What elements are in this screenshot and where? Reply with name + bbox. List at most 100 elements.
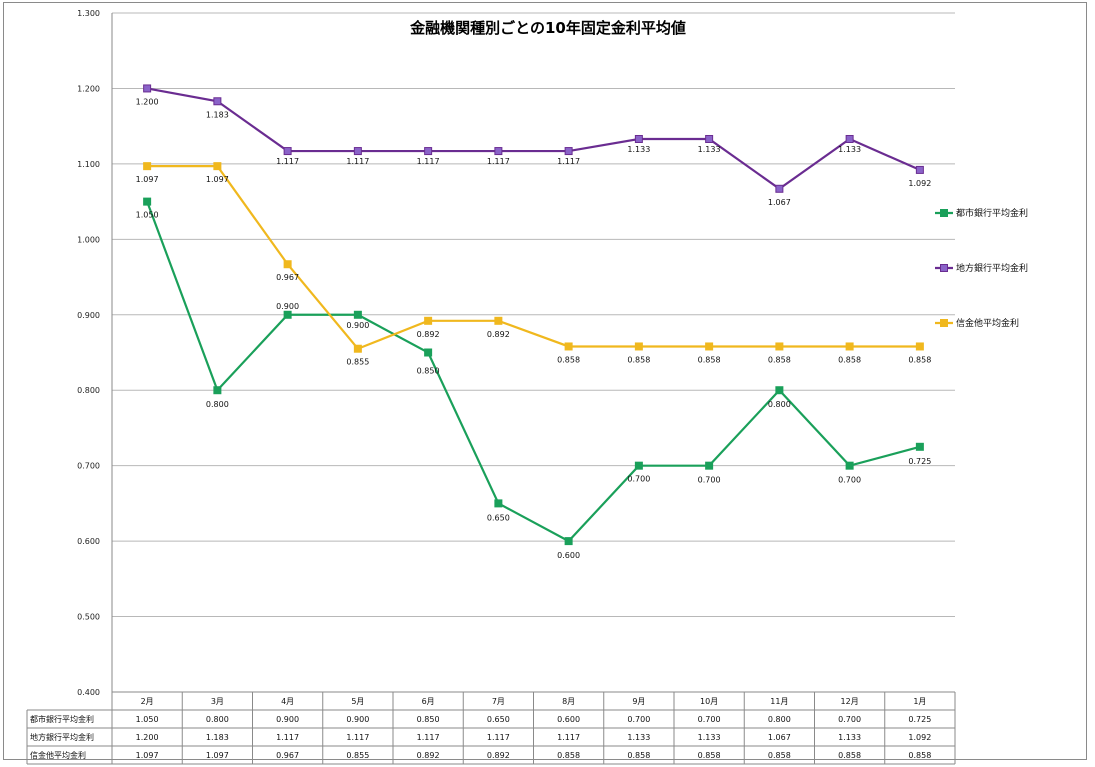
table-cell: 0.858 [908, 751, 931, 760]
table-cell: 0.855 [346, 751, 369, 760]
data-label: 1.133 [838, 145, 861, 154]
data-point [143, 84, 152, 93]
data-label: 0.725 [908, 457, 931, 466]
data-point [705, 134, 714, 143]
data-point [634, 134, 643, 143]
data-point [845, 134, 854, 143]
data-point [213, 97, 222, 106]
legend-label: 信金他平均金利 [956, 317, 1019, 329]
data-label: 0.892 [487, 330, 510, 339]
data-label: 1.117 [417, 157, 440, 166]
data-label: 0.800 [768, 400, 791, 409]
data-point [845, 342, 854, 351]
legend-swatch-marker [940, 264, 948, 272]
x-tick-label: 9月 [632, 697, 645, 706]
table-cell: 0.800 [206, 715, 229, 724]
data-label: 0.858 [698, 355, 721, 364]
table-cell: 0.800 [768, 715, 791, 724]
data-point [143, 197, 152, 206]
data-label: 1.092 [908, 179, 931, 188]
y-tick-label: 0.900 [77, 311, 100, 320]
data-label: 0.892 [417, 330, 440, 339]
table-cell: 1.097 [206, 751, 229, 760]
data-point [353, 147, 362, 156]
series-line [146, 201, 921, 543]
data-point [143, 162, 152, 171]
legend-swatch-marker [940, 319, 948, 327]
table-cell: 1.117 [346, 733, 369, 742]
data-label: 0.700 [698, 476, 721, 485]
data-point [424, 316, 433, 325]
data-label: 1.133 [698, 145, 721, 154]
x-tick-label: 8月 [562, 697, 575, 706]
data-label: 0.650 [487, 513, 510, 522]
y-tick-label: 0.600 [77, 537, 100, 546]
table-cell: 1.050 [136, 715, 159, 724]
x-tick-label: 7月 [492, 697, 505, 706]
table-cell: 1.092 [908, 733, 931, 742]
legend-label: 都市銀行平均金利 [956, 207, 1028, 219]
x-tick-label: 12月 [841, 697, 859, 706]
data-point [564, 342, 573, 351]
data-label: 1.067 [768, 198, 791, 207]
y-tick-label: 1.100 [77, 160, 100, 169]
data-label: 1.117 [346, 157, 369, 166]
data-point [775, 184, 784, 193]
data-label: 0.900 [276, 302, 299, 311]
data-label: 0.700 [627, 475, 650, 484]
data-point [705, 461, 714, 470]
data-point [283, 310, 292, 319]
table-cell: 0.967 [276, 751, 299, 760]
data-label: 0.858 [768, 355, 791, 364]
data-point [634, 342, 643, 351]
data-point [494, 316, 503, 325]
data-point [424, 147, 433, 156]
series-line [147, 165, 920, 351]
table-cell: 0.725 [908, 715, 931, 724]
table-cell: 0.892 [487, 751, 510, 760]
data-label: 0.800 [206, 400, 229, 409]
legend-swatch-marker [940, 209, 948, 217]
data-label: 0.858 [838, 355, 861, 364]
table-cell: 1.067 [768, 733, 791, 742]
y-tick-label: 1.300 [77, 9, 100, 18]
legend-label: 地方銀行平均金利 [956, 262, 1028, 274]
table-cell: 0.850 [417, 715, 440, 724]
table-cell: 0.900 [346, 715, 369, 724]
table-cell: 0.858 [627, 751, 650, 760]
x-tick-label: 6月 [422, 697, 435, 706]
data-point [915, 165, 924, 174]
data-point [634, 461, 643, 470]
table-cell: 1.183 [206, 733, 229, 742]
x-tick-label: 2月 [141, 697, 154, 706]
table-series-name: 都市銀行平均金利 [30, 714, 94, 724]
table-cell: 0.858 [698, 751, 721, 760]
data-point [353, 310, 362, 319]
table-series-name: 信金他平均金利 [30, 750, 86, 760]
data-point [494, 147, 503, 156]
table-cell: 0.858 [768, 751, 791, 760]
table-cell: 1.133 [838, 733, 861, 742]
x-tick-label: 4月 [281, 697, 294, 706]
table-series-name: 地方銀行平均金利 [30, 732, 94, 742]
data-point [424, 348, 433, 357]
table-cell: 1.117 [557, 733, 580, 742]
y-tick-label: 0.500 [77, 613, 100, 622]
data-label: 0.967 [276, 273, 299, 282]
data-point [564, 537, 573, 546]
data-label: 0.850 [417, 367, 440, 376]
y-tick-label: 0.400 [77, 688, 100, 697]
x-tick-label: 11月 [770, 697, 788, 706]
table-cell: 0.858 [557, 751, 580, 760]
data-point [213, 386, 222, 395]
x-tick-label: 10月 [700, 697, 718, 706]
table-cell: 0.700 [838, 715, 861, 724]
data-point [353, 344, 362, 353]
data-point [494, 499, 503, 508]
table-cell: 1.133 [627, 733, 650, 742]
data-point [564, 147, 573, 156]
table-cell: 0.600 [557, 715, 580, 724]
table-cell: 1.097 [136, 751, 159, 760]
table-cell: 1.117 [276, 733, 299, 742]
table-cell: 0.892 [417, 751, 440, 760]
